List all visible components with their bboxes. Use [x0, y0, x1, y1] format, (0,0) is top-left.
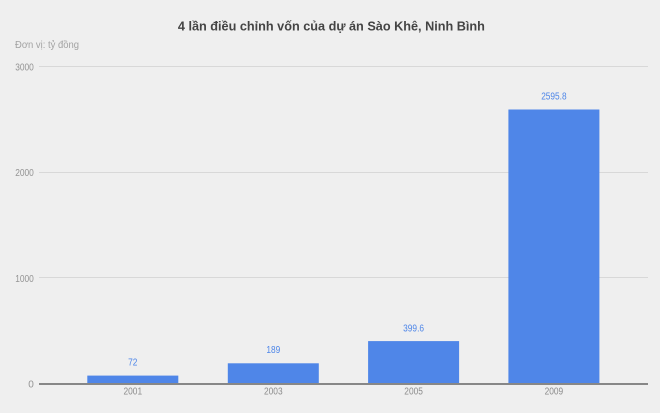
- svg-text:0: 0: [28, 380, 34, 391]
- svg-text:1000: 1000: [15, 274, 34, 285]
- svg-text:399.6: 399.6: [403, 324, 424, 335]
- svg-text:2003: 2003: [264, 386, 283, 397]
- svg-text:4 lần điều chỉnh vốn của dự án: 4 lần điều chỉnh vốn của dự án Sào Khê, …: [178, 19, 485, 33]
- svg-text:2009: 2009: [545, 386, 564, 397]
- svg-text:2001: 2001: [124, 386, 143, 397]
- svg-text:Đơn vị: tỷ đồng: Đơn vị: tỷ đồng: [15, 39, 79, 51]
- svg-text:2005: 2005: [404, 386, 423, 397]
- svg-text:72: 72: [128, 358, 138, 369]
- svg-text:2000: 2000: [15, 168, 34, 179]
- svg-text:2595.8: 2595.8: [541, 91, 567, 102]
- svg-text:189: 189: [266, 345, 280, 356]
- svg-text:3000: 3000: [15, 63, 34, 74]
